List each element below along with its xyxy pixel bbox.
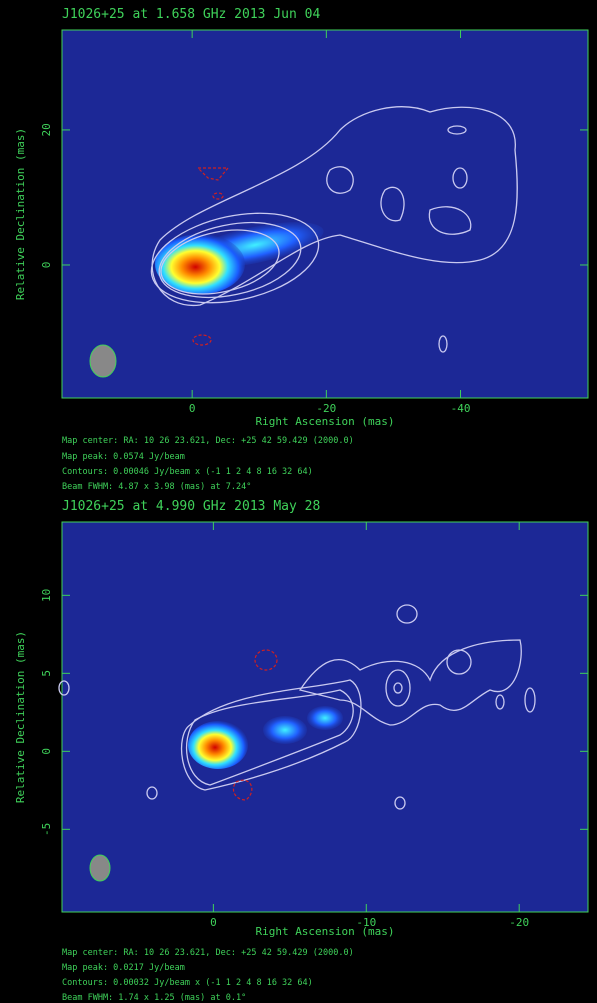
map-info: Beam FWHM: 1.74 x 1.25 (mas) at 0.1°	[62, 993, 246, 1003]
x-tick-label: 0	[189, 402, 196, 415]
plot-area	[62, 30, 588, 398]
map-info: Contours: 0.00046 Jy/beam x (-1 1 2 4 8 …	[62, 467, 313, 477]
x-axis-label: Right Ascension (mas)	[255, 415, 394, 428]
chart-title: J1026+25 at 1.658 GHz 2013 Jun 04	[62, 7, 320, 22]
y-axis-label: Relative Declination (mas)	[14, 631, 27, 803]
page: J1026+25 at 1.658 GHz 2013 Jun 04 Right A…	[0, 0, 597, 1003]
map-info: Beam FWHM: 4.87 x 3.98 (mas) at 7.24°	[62, 482, 251, 492]
y-tick-label: 5	[40, 670, 53, 677]
y-tick-label: 10	[40, 589, 53, 602]
y-tick-label: 0	[40, 748, 53, 755]
y-tick-label: 20	[40, 123, 53, 136]
map-info: Contours: 0.00032 Jy/beam x (-1 1 2 4 8 …	[62, 978, 313, 988]
y-tick-label: -5	[40, 823, 53, 836]
map-info: Map center: RA: 10 26 23.621, Dec: +25 4…	[62, 948, 354, 958]
y-tick-label: 0	[40, 262, 53, 269]
x-tick-label: 0	[210, 916, 217, 929]
figure: J1026+25 at 1.658 GHz 2013 Jun 04 Right A…	[0, 0, 597, 1003]
map-info: Map peak: 0.0574 Jy/beam	[62, 452, 185, 462]
x-tick-label: -40	[451, 402, 471, 415]
chart-title: J1026+25 at 4.990 GHz 2013 May 28	[62, 499, 320, 514]
x-tick-label: -10	[356, 916, 376, 929]
map-info: Map center: RA: 10 26 23.621, Dec: +25 4…	[62, 436, 354, 446]
y-axis-label: Relative Declination (mas)	[14, 128, 27, 300]
map-info: Map peak: 0.0217 Jy/beam	[62, 963, 185, 973]
x-tick-label: -20	[316, 402, 336, 415]
x-tick-label: -20	[509, 916, 529, 929]
